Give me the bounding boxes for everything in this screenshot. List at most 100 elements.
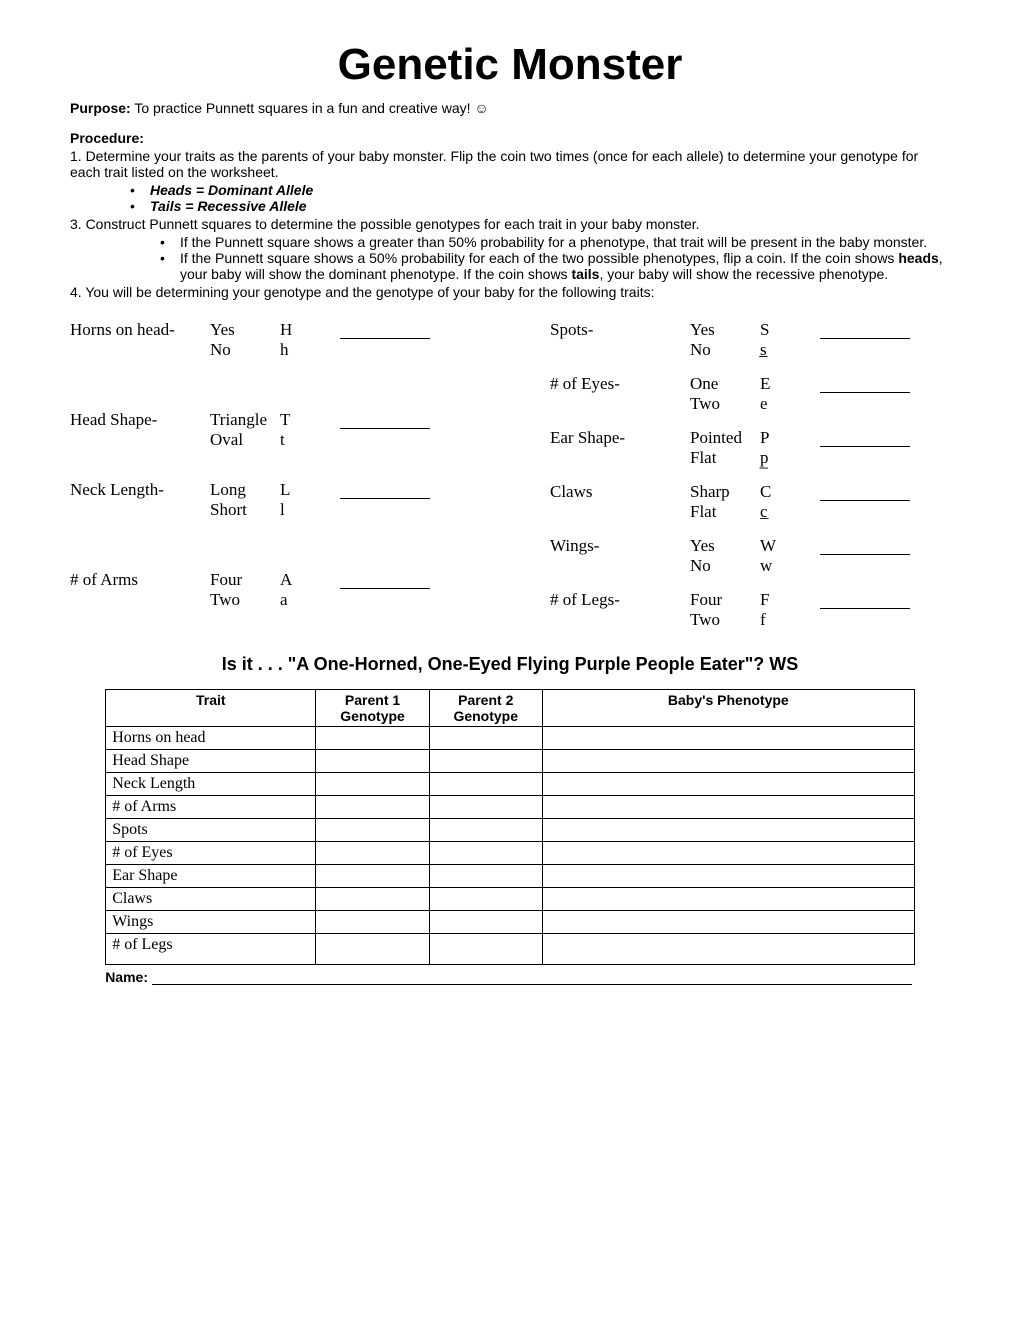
parent2-cell[interactable] bbox=[429, 750, 542, 773]
trait-options: FourATwoa bbox=[210, 570, 340, 610]
baby-phenotype-cell[interactable] bbox=[542, 911, 914, 934]
baby-phenotype-cell[interactable] bbox=[542, 796, 914, 819]
trait-option: Shortl bbox=[210, 500, 340, 520]
step-4: 4. You will be determining your genotype… bbox=[70, 284, 950, 300]
trait-name: Head Shape- bbox=[70, 410, 210, 450]
parent1-cell[interactable] bbox=[316, 911, 429, 934]
phenotype-label: No bbox=[690, 340, 760, 360]
parent2-cell[interactable] bbox=[429, 934, 542, 965]
allele-symbol: W bbox=[760, 536, 785, 556]
purpose-label: Purpose: bbox=[70, 100, 131, 116]
allele-symbol: c̲ bbox=[760, 502, 785, 522]
parent1-cell[interactable] bbox=[316, 819, 429, 842]
genotype-table: TraitParent 1 GenotypeParent 2 GenotypeB… bbox=[105, 689, 915, 965]
phenotype-label: Yes bbox=[690, 536, 760, 556]
parent2-cell[interactable] bbox=[429, 796, 542, 819]
parent2-cell[interactable] bbox=[429, 819, 542, 842]
name-label: Name: bbox=[105, 969, 152, 985]
parent2-cell[interactable] bbox=[429, 865, 542, 888]
parent1-cell[interactable] bbox=[316, 934, 429, 965]
baby-phenotype-cell[interactable] bbox=[542, 865, 914, 888]
trait-group: Ear Shape-PointedPFlatp̲ bbox=[550, 428, 950, 468]
parent1-cell[interactable] bbox=[316, 773, 429, 796]
phenotype-label: Yes bbox=[210, 320, 280, 340]
parent1-cell[interactable] bbox=[316, 865, 429, 888]
phenotype-label: Two bbox=[210, 590, 280, 610]
genotype-blank-line[interactable] bbox=[340, 480, 430, 499]
genotype-blank-line[interactable] bbox=[820, 374, 910, 393]
table-row: Wings bbox=[106, 911, 915, 934]
trait-options: FourFTwof bbox=[690, 590, 820, 630]
trait-name: Neck Length- bbox=[70, 480, 210, 520]
trait-cell: Spots bbox=[106, 819, 316, 842]
sub-bullet-1: If the Punnett square shows a greater th… bbox=[180, 234, 950, 250]
trait-group: Neck Length-LongLShortl bbox=[70, 480, 470, 520]
allele-symbol: l bbox=[280, 500, 305, 520]
genotype-blank-line[interactable] bbox=[820, 590, 910, 609]
baby-phenotype-cell[interactable] bbox=[542, 819, 914, 842]
table-header: Parent 1 Genotype bbox=[316, 690, 429, 727]
trait-group: # of ArmsFourATwoa bbox=[70, 570, 470, 610]
trait-name: Spots- bbox=[550, 320, 690, 360]
genotype-blank-line[interactable] bbox=[820, 320, 910, 339]
genotype-blank-line[interactable] bbox=[820, 482, 910, 501]
genotype-blank-line[interactable] bbox=[340, 410, 430, 429]
baby-phenotype-cell[interactable] bbox=[542, 888, 914, 911]
trait-option: TriangleT bbox=[210, 410, 340, 430]
bullet-icon: • bbox=[130, 182, 150, 198]
allele-symbol: s̲ bbox=[760, 340, 785, 360]
allele-symbol: S bbox=[760, 320, 785, 340]
baby-phenotype-cell[interactable] bbox=[542, 773, 914, 796]
genotype-blank-line[interactable] bbox=[340, 570, 430, 589]
bullet-icon: • bbox=[130, 198, 150, 214]
trait-cell: Wings bbox=[106, 911, 316, 934]
parent1-cell[interactable] bbox=[316, 727, 429, 750]
genotype-blank-line[interactable] bbox=[340, 320, 430, 339]
table-header: Baby's Phenotype bbox=[542, 690, 914, 727]
trait-group: Horns on head-YesHNoh bbox=[70, 320, 470, 360]
phenotype-label: One bbox=[690, 374, 760, 394]
parent2-cell[interactable] bbox=[429, 911, 542, 934]
trait-option: Flatc̲ bbox=[690, 502, 820, 522]
parent2-cell[interactable] bbox=[429, 842, 542, 865]
genotype-blank-line[interactable] bbox=[820, 428, 910, 447]
trait-options: PointedPFlatp̲ bbox=[690, 428, 820, 468]
trait-options: LongLShortl bbox=[210, 480, 340, 520]
baby-phenotype-cell[interactable] bbox=[542, 750, 914, 773]
bullet-icon: • bbox=[160, 250, 180, 282]
table-row: Claws bbox=[106, 888, 915, 911]
step-1: 1. Determine your traits as the parents … bbox=[70, 148, 950, 180]
name-field[interactable]: Name: bbox=[105, 969, 950, 985]
phenotype-label: Triangle bbox=[210, 410, 280, 430]
baby-phenotype-cell[interactable] bbox=[542, 842, 914, 865]
parent1-cell[interactable] bbox=[316, 888, 429, 911]
trait-option: Twoe bbox=[690, 394, 820, 414]
trait-name: Ear Shape- bbox=[550, 428, 690, 468]
table-header: Parent 2 Genotype bbox=[429, 690, 542, 727]
subtitle: Is it . . . "A One-Horned, One-Eyed Flyi… bbox=[70, 654, 950, 675]
allele-symbol: E bbox=[760, 374, 785, 394]
trait-cell: Claws bbox=[106, 888, 316, 911]
purpose-text: To practice Punnett squares in a fun and… bbox=[131, 100, 489, 116]
parent2-cell[interactable] bbox=[429, 888, 542, 911]
parent2-cell[interactable] bbox=[429, 773, 542, 796]
trait-group: Wings-YesWNow bbox=[550, 536, 950, 576]
parent1-cell[interactable] bbox=[316, 796, 429, 819]
name-blank-line[interactable] bbox=[152, 984, 912, 985]
trait-cell: Head Shape bbox=[106, 750, 316, 773]
table-row: Head Shape bbox=[106, 750, 915, 773]
traits-left-column: Horns on head-YesHNoh Head Shape-Triangle… bbox=[70, 320, 470, 644]
step-3: 3. Construct Punnett squares to determin… bbox=[70, 216, 950, 232]
phenotype-label: Four bbox=[210, 570, 280, 590]
phenotype-label: Flat bbox=[690, 502, 760, 522]
parent1-cell[interactable] bbox=[316, 750, 429, 773]
baby-phenotype-cell[interactable] bbox=[542, 934, 914, 965]
table-row: Ear Shape bbox=[106, 865, 915, 888]
phenotype-label: Long bbox=[210, 480, 280, 500]
traits-right-column: Spots-YesSNos̲# of Eyes-OneETwoeEar Shap… bbox=[550, 320, 950, 644]
baby-phenotype-cell[interactable] bbox=[542, 727, 914, 750]
allele-bullets: •Heads = Dominant Allele •Tails = Recess… bbox=[70, 182, 950, 214]
genotype-blank-line[interactable] bbox=[820, 536, 910, 555]
parent2-cell[interactable] bbox=[429, 727, 542, 750]
parent1-cell[interactable] bbox=[316, 842, 429, 865]
